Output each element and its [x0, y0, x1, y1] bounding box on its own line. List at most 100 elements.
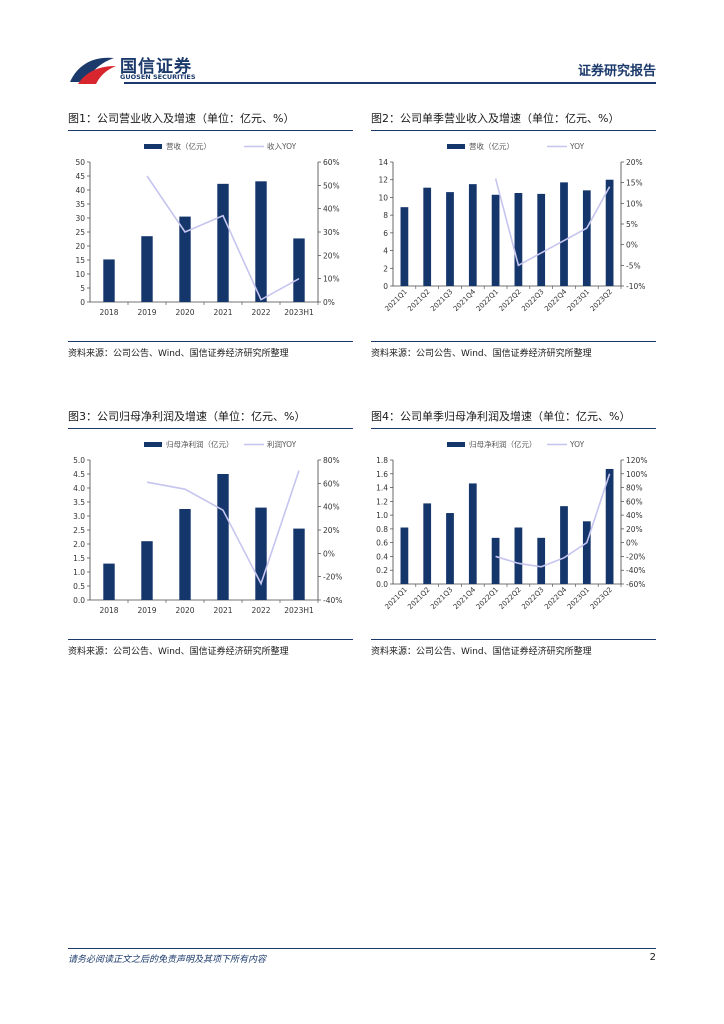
- right-tick-label: -10%: [626, 282, 645, 291]
- left-tick-label: 6: [383, 229, 388, 238]
- guosen-logo: 国信证券 GUOSEN SECURITIES: [68, 52, 228, 86]
- x-tick-label: 2018: [99, 308, 118, 317]
- x-tick-label: 2022Q4: [543, 585, 569, 611]
- left-tick-label: 0.4: [376, 552, 388, 561]
- left-tick-label: 0.0: [73, 596, 85, 605]
- legend-bar-label: 归母净利润（亿元）: [469, 439, 537, 449]
- figure-3: 图3：公司归母净利润及增速（单位：亿元、%） 归母净利润（亿元） 利润YOY 0.0…: [68, 408, 353, 678]
- x-tick-label: 2023H1: [284, 308, 314, 317]
- right-tick-label: 20%: [626, 525, 643, 534]
- bar: [255, 181, 267, 302]
- left-tick-label: 0.6: [376, 539, 388, 548]
- right-tick-label: 0%: [626, 241, 638, 250]
- header-divider: [124, 82, 656, 84]
- x-tick-label: 2020: [175, 606, 194, 615]
- right-tick-label: 60%: [323, 479, 340, 488]
- disclaimer-note: 请务必阅读正文之后的免责声明及其项下所有内容: [68, 955, 267, 965]
- left-tick-label: 45: [75, 172, 85, 181]
- right-tick-label: 0%: [323, 549, 335, 558]
- left-tick-label: 2: [383, 264, 388, 273]
- left-tick-label: 0.2: [376, 566, 388, 575]
- right-tick-label: 40%: [323, 503, 340, 512]
- x-tick-label: 2022Q4: [543, 287, 569, 313]
- x-tick-label: 2023H1: [284, 606, 314, 615]
- bar: [255, 507, 267, 600]
- bar: [468, 184, 477, 286]
- x-tick-label: 2022: [251, 606, 270, 615]
- right-tick-label: 10%: [323, 275, 340, 284]
- right-tick-label: -5%: [626, 261, 641, 270]
- left-tick-label: 0: [80, 298, 85, 307]
- right-tick-label: -20%: [626, 552, 645, 561]
- left-tick-label: 15: [75, 256, 85, 265]
- x-tick-label: 2021Q2: [406, 586, 431, 611]
- x-tick-label: 2023Q2: [589, 586, 614, 611]
- left-tick-label: 1.8: [376, 456, 388, 465]
- right-tick-label: 60%: [626, 497, 643, 506]
- guosen-logo-mark-icon: [70, 57, 116, 84]
- page-header: 国信证券 GUOSEN SECURITIES 证券研究报告: [0, 0, 724, 90]
- legend-line-label: YOY: [569, 142, 585, 151]
- x-tick-label: 2022Q1: [475, 586, 500, 611]
- x-tick-label: 2023Q1: [566, 586, 591, 611]
- legend-bar-label: 营收（亿元）: [469, 141, 514, 151]
- yoy-line: [494, 178, 611, 267]
- left-tick-label: 2.0: [73, 540, 85, 549]
- figure-title: 图2：公司单季营业收入及增速（单位：亿元、%）: [371, 112, 620, 125]
- right-tick-label: 15%: [626, 179, 643, 188]
- x-tick-label: 2021Q1: [384, 288, 409, 313]
- bar: [605, 468, 614, 584]
- figure-title-divider: [68, 428, 353, 429]
- figure-title: 图4：公司单季归母净利润及增速（单位：亿元、%）: [371, 410, 631, 423]
- bar: [179, 216, 191, 302]
- figure-2: 图2：公司单季营业收入及增速（单位：亿元、%） 营收（亿元） YOY 0 2 4 6 8 10…: [371, 110, 656, 380]
- left-tick-label: 4.5: [73, 470, 85, 479]
- bar: [468, 483, 477, 584]
- chart-legend: 归母净利润（亿元） YOY: [447, 439, 585, 449]
- figure-source: 资料来源：公司公告、Wind、国信证券经济研究所整理: [68, 647, 289, 657]
- left-tick-label: 8: [383, 211, 388, 220]
- bar: [217, 474, 229, 600]
- x-tick-label: 2022: [251, 308, 270, 317]
- legend-line-label: 收入YOY: [267, 141, 297, 151]
- report-type-label: 证券研究报告: [577, 64, 656, 79]
- left-tick-label: 1.6: [376, 470, 388, 479]
- right-tick-label: 80%: [323, 456, 340, 465]
- left-tick-label: 25: [75, 228, 85, 237]
- left-tick-label: 12: [378, 176, 388, 185]
- left-tick-label: 5: [80, 284, 85, 293]
- figure-title-divider: [371, 428, 656, 429]
- bar: [560, 182, 568, 286]
- right-tick-label: 20%: [626, 158, 643, 167]
- left-tick-label: 1.4: [376, 484, 388, 493]
- right-tick-label: -20%: [323, 573, 342, 582]
- bar: [605, 179, 614, 286]
- figure-source: 资料来源：公司公告、Wind、国信证券经济研究所整理: [371, 349, 592, 359]
- bar: [141, 541, 153, 600]
- right-tick-label: 40%: [323, 205, 340, 214]
- left-tick-label: 1.0: [73, 568, 85, 577]
- figure-4: 图4：公司单季归母净利润及增速（单位：亿元、%） 归母净利润（亿元） YOY 0.0…: [371, 408, 656, 678]
- right-tick-label: 10%: [626, 199, 643, 208]
- bar: [141, 236, 153, 302]
- right-tick-label: 40%: [626, 511, 643, 520]
- bar: [293, 238, 305, 302]
- right-tick-label: -40%: [323, 596, 342, 605]
- right-tick-label: 20%: [323, 526, 340, 535]
- x-tick-label: 2019: [137, 606, 156, 615]
- left-tick-label: 2.5: [73, 526, 85, 535]
- left-tick-label: 20: [75, 242, 85, 251]
- left-tick-label: 4: [383, 247, 388, 256]
- left-tick-label: 0: [383, 282, 388, 291]
- revenue-chart: 营收（亿元） 收入YOY 0 5 10 15 20 25 30 35 40 45 50 0% 10% 20% 3…: [75, 141, 340, 317]
- source-divider: [371, 639, 656, 640]
- x-tick-label: 2022Q3: [520, 586, 545, 611]
- bar: [103, 563, 115, 600]
- left-tick-label: 0.5: [73, 582, 85, 591]
- left-tick-label: 10: [75, 270, 85, 279]
- logo-english-text: GUOSEN SECURITIES: [120, 73, 196, 81]
- left-tick-label: 1.0: [376, 511, 388, 520]
- legend-bar-swatch: [144, 442, 162, 447]
- left-tick-label: 5.0: [73, 456, 85, 465]
- x-tick-label: 2018: [99, 606, 118, 615]
